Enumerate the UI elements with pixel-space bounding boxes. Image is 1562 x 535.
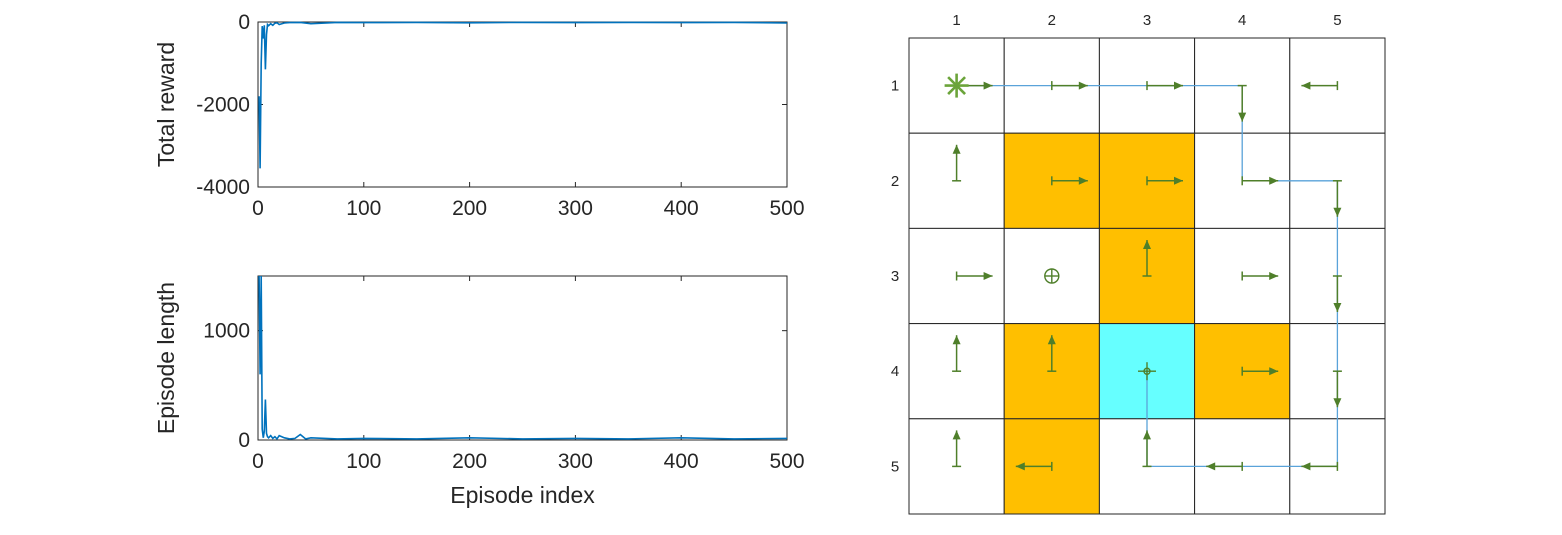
total-reward-plot: 0 100 200 300 400 500 0 -2000 -4000 Total reward [153, 11, 805, 220]
grid-world-policy: 1 2 3 4 5 1 2 3 4 5 [891, 12, 1386, 515]
policy-arrow-head [1269, 176, 1279, 185]
episode-length-plot: 0 100 200 300 400 500 1000 0 Episode length Episo… [153, 275, 805, 508]
policy-arrow-head [1047, 335, 1056, 345]
column-label: 1 [952, 12, 960, 29]
row-label: 2 [891, 173, 899, 190]
x-tick-label: 200 [452, 450, 487, 473]
column-label: 5 [1333, 12, 1341, 29]
policy-arrow-head [1174, 81, 1183, 90]
data-series-line [258, 275, 788, 441]
plot-frame [257, 275, 788, 441]
x-tick-label: 300 [558, 197, 593, 220]
x-tick-label: 0 [252, 450, 264, 473]
y-tick-label: -4000 [196, 176, 250, 199]
x-tick-label: 500 [769, 197, 804, 220]
policy-arrow-head [952, 430, 961, 440]
x-tick-label: 0 [252, 197, 264, 220]
policy-arrow-head [1015, 462, 1025, 471]
policy-arrow-head [1269, 367, 1279, 376]
plot-frame [257, 21, 788, 188]
policy-arrow-head [1333, 398, 1342, 408]
policy-arrow-head [983, 81, 993, 90]
y-tick-label: 1000 [203, 320, 250, 343]
policy-arrow-head [1078, 176, 1088, 185]
policy-arrow-head [1333, 207, 1342, 217]
x-tick-label: 400 [664, 197, 699, 220]
column-label: 4 [1238, 12, 1246, 29]
y-axis-label: Episode length [153, 282, 179, 434]
policy-arrow-head [952, 335, 961, 345]
policy-arrow-head [1269, 272, 1279, 280]
row-label: 3 [891, 268, 899, 285]
row-label: 5 [891, 458, 899, 475]
x-tick-label: 500 [769, 450, 804, 473]
policy-arrow-head [983, 272, 993, 280]
y-tick-label: -2000 [196, 94, 250, 117]
column-label: 2 [1048, 12, 1056, 29]
column-label: 3 [1143, 12, 1151, 29]
y-tick-label: 0 [238, 429, 250, 452]
policy-arrow-head [1078, 81, 1088, 90]
policy-arrow-head [1238, 112, 1247, 122]
data-series-line [258, 21, 788, 169]
policy-arrow-head [1301, 81, 1311, 90]
x-tick-label: 300 [558, 450, 593, 473]
policy-arrow-head [1333, 303, 1342, 312]
row-label: 1 [891, 78, 899, 95]
x-tick-label: 200 [452, 197, 487, 220]
policy-arrow-head [1143, 430, 1151, 440]
x-tick-label: 100 [346, 197, 381, 220]
x-tick-label: 100 [346, 450, 381, 473]
start-marker [947, 76, 967, 96]
policy-stay-mark [1143, 367, 1151, 375]
row-label: 4 [891, 363, 899, 380]
y-axis-label: Total reward [153, 42, 179, 167]
policy-arrow-head [1174, 176, 1183, 185]
y-tick-label: 0 [238, 11, 250, 34]
policy-arrow-head [1301, 462, 1311, 471]
policy-arrow-head [1143, 240, 1151, 249]
x-tick-label: 400 [664, 450, 699, 473]
policy-arrow-head [1206, 462, 1216, 471]
x-axis-label: Episode index [450, 482, 595, 508]
policy-arrow-head [952, 144, 961, 154]
